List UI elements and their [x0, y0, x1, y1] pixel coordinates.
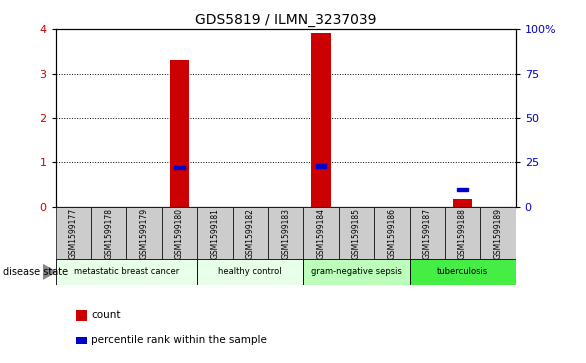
Text: GSM1599179: GSM1599179 — [139, 208, 149, 259]
Bar — [457, 188, 468, 191]
Bar — [56, 207, 91, 260]
Text: GSM1599186: GSM1599186 — [387, 208, 396, 259]
Bar — [233, 207, 268, 260]
Text: GSM1599189: GSM1599189 — [493, 208, 502, 259]
Text: percentile rank within the sample: percentile rank within the sample — [91, 335, 267, 346]
Bar — [304, 259, 410, 285]
Text: GSM1599188: GSM1599188 — [458, 208, 467, 259]
Bar — [445, 207, 481, 260]
Bar — [91, 207, 127, 260]
Text: gram-negative sepsis: gram-negative sepsis — [311, 268, 402, 276]
Polygon shape — [43, 265, 56, 279]
Title: GDS5819 / ILMN_3237039: GDS5819 / ILMN_3237039 — [195, 13, 376, 26]
Text: GSM1599185: GSM1599185 — [352, 208, 361, 259]
Bar — [268, 207, 304, 260]
Text: GSM1599183: GSM1599183 — [281, 208, 290, 259]
Bar — [127, 207, 162, 260]
Bar — [197, 207, 233, 260]
Bar — [311, 33, 331, 207]
Text: GSM1599180: GSM1599180 — [175, 208, 184, 259]
Text: metastatic breast cancer: metastatic breast cancer — [74, 268, 179, 276]
Text: disease state: disease state — [3, 267, 68, 277]
Bar — [374, 207, 410, 260]
Text: GSM1599184: GSM1599184 — [316, 208, 326, 259]
Bar — [410, 207, 445, 260]
Bar — [339, 207, 374, 260]
Bar — [453, 199, 472, 207]
Text: count: count — [91, 310, 121, 320]
Text: GSM1599187: GSM1599187 — [423, 208, 432, 259]
Bar — [410, 259, 516, 285]
Bar — [174, 166, 185, 169]
Text: healthy control: healthy control — [219, 268, 282, 276]
Bar — [170, 60, 189, 207]
Bar — [481, 207, 516, 260]
Bar — [56, 259, 197, 285]
Bar — [197, 259, 304, 285]
Text: GSM1599181: GSM1599181 — [210, 208, 219, 259]
Text: GSM1599178: GSM1599178 — [104, 208, 113, 259]
Bar — [316, 164, 326, 168]
Text: GSM1599182: GSM1599182 — [246, 208, 255, 259]
Bar — [304, 207, 339, 260]
Text: GSM1599177: GSM1599177 — [69, 208, 78, 259]
Bar — [162, 207, 197, 260]
Text: tuberculosis: tuberculosis — [437, 268, 488, 276]
